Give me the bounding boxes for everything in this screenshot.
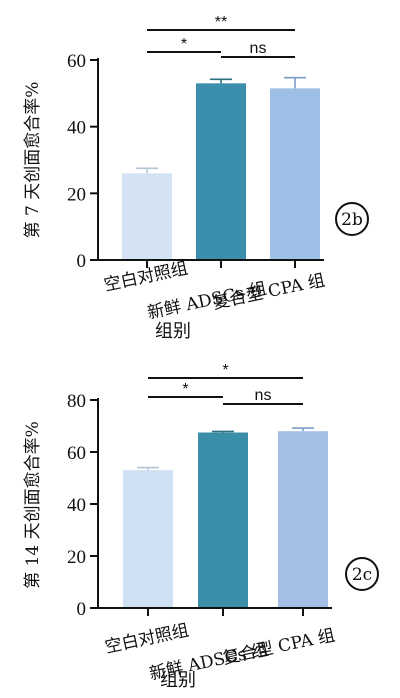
x-category-label: 复合型 CPA 组 (221, 625, 337, 668)
bar (123, 470, 173, 608)
y-tick-label: 60 (67, 51, 86, 72)
panel-label-circle (335, 202, 369, 236)
panel-label: 2b (341, 210, 363, 230)
y-tick-label: 80 (67, 391, 86, 412)
y-axis-title: 第 7 天创面愈合率% (23, 82, 43, 239)
y-tick-label: 40 (67, 118, 86, 139)
significance-label: ns (255, 387, 272, 404)
y-tick-label: 0 (77, 251, 87, 272)
y-tick-label: 20 (67, 547, 86, 568)
y-tick-label: 40 (67, 495, 86, 516)
significance-label: * (222, 362, 228, 379)
significance-label: ** (215, 14, 227, 31)
bar (196, 83, 246, 260)
significance-label: * (182, 381, 188, 398)
bar (278, 431, 328, 608)
significance-label: * (181, 36, 187, 53)
y-axis-title: 第 14 天创面愈合率% (23, 421, 43, 589)
x-category-label: 空白对照组 (102, 258, 189, 295)
panel-label: 2c (352, 565, 372, 585)
y-tick-label: 20 (67, 184, 86, 205)
significance-label: ns (250, 40, 267, 57)
bar (270, 88, 320, 260)
panel-label-circle (345, 557, 379, 591)
bar (198, 432, 248, 608)
x-axis-title: 组别 (160, 670, 196, 691)
bar (122, 173, 172, 260)
y-tick-label: 60 (67, 443, 86, 464)
y-tick-label: 0 (77, 599, 87, 620)
x-category-label: 空白对照组 (103, 620, 190, 657)
x-category-label: 复合型 CPA 组 (211, 270, 327, 313)
x-axis-title: 组别 (155, 321, 191, 342)
